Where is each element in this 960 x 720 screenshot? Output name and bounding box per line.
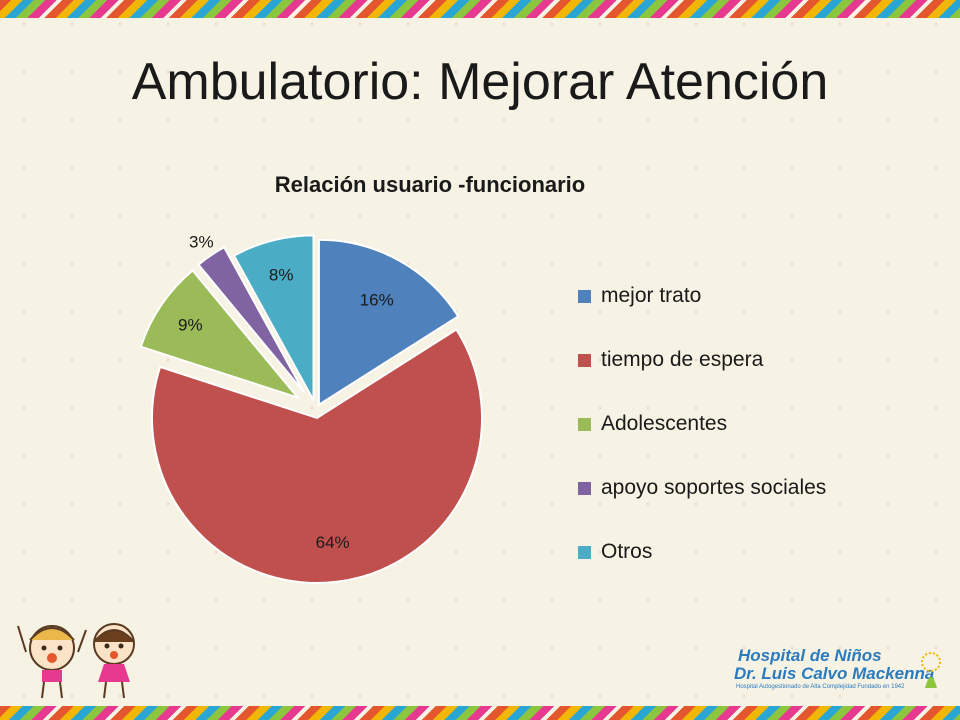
legend-item: tiempo de espera [578,344,826,376]
pie-data-label: 8% [269,265,294,284]
legend-item: mejor trato [578,280,826,312]
hospital-logo: Hospital de Niños Dr. Luis Calvo Mackenn… [730,640,945,700]
pie-data-label: 16% [360,291,394,310]
legend-swatch [578,289,591,303]
pie-chart: 16% 64% 9% 3% 8% [139,232,483,584]
pie-slice-tiempo-de-espera [151,328,483,584]
pie-slice-apoyo-soportes-sociales [197,245,305,393]
legend-label: tiempo de espera [601,348,764,371]
legend-label: apoyo soportes sociales [601,476,827,499]
pie-slice-adolescentes [139,269,301,400]
logo-line-3: Hospital Autogestionado de Alta Compleji… [736,684,905,690]
logo-line-2: Dr. Luis Calvo Mackenna [734,664,935,683]
legend-swatch [578,353,591,367]
legend-item: Adolescentes [578,408,826,440]
pie-data-label: 64% [316,533,350,552]
legend-item: apoyo soportes sociales [578,472,826,504]
legend-swatch [578,545,591,559]
pie-slice-otros [232,234,315,401]
legend-swatch [578,481,591,495]
legend-label: mejor trato [601,284,702,307]
kids-illustration [17,623,135,699]
pie-data-label: 9% [178,316,203,335]
pie-slice-mejor-trato [317,238,460,407]
logo-line-1: Hospital de Niños [738,646,882,665]
logo-mark-icon [921,652,941,688]
decorative-bottom-stripe [0,706,960,720]
decorative-top-stripe [0,0,960,18]
chart-title: Relación usuario -funcionario [274,172,586,197]
legend-label: Otros [601,540,653,563]
legend-item: Otros [578,536,826,568]
chart-legend: mejor trato tiempo de espera Adolescentes a… [578,280,826,600]
pie-data-label: 3% [189,232,214,251]
legend-swatch [578,417,591,431]
legend-label: Adolescentes [601,412,728,435]
slide-title: Ambulatorio: Mejorar Atención [131,53,829,111]
